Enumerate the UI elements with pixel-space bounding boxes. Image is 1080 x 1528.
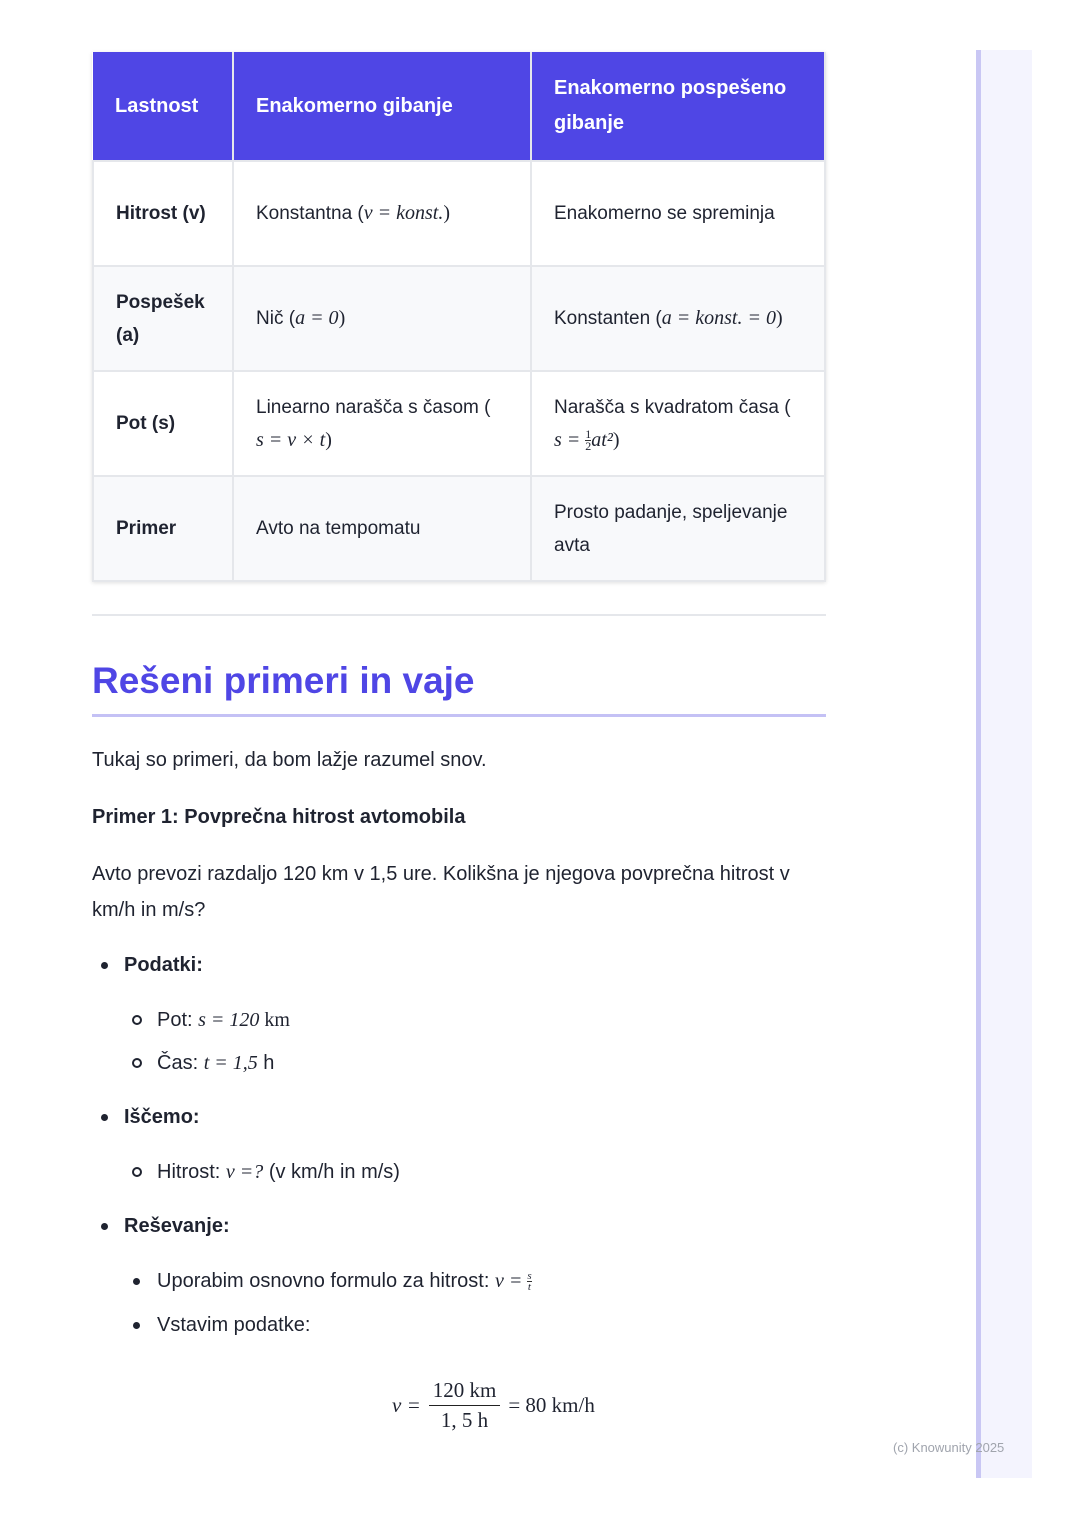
seek-label: Iščemo:: [124, 1106, 200, 1128]
list-item: Uporabim osnovno formulo za hitrost: v =…: [157, 1270, 532, 1294]
property-cell: Pospešek (a): [92, 265, 234, 372]
cell-text: ): [612, 428, 620, 451]
math: at²: [591, 428, 613, 451]
copyright-footer: (c) Knowunity 2025: [893, 1440, 1005, 1455]
cell-text: Nič (: [256, 308, 296, 329]
circle-bullet-icon: [132, 1058, 142, 1068]
section-heading: Rešeni primeri in vaje: [92, 660, 826, 717]
fraction: 120 km 1, 5 h: [428, 1378, 501, 1433]
circle-bullet-icon: [132, 1167, 142, 1177]
cell-text: ): [338, 307, 346, 329]
cell-text: Konstantna (: [256, 203, 364, 224]
cell-text: ): [775, 307, 783, 329]
cell-text: ): [325, 428, 332, 451]
math: v = konst.: [363, 202, 444, 224]
header-cell: Enakomerno gibanje: [233, 52, 532, 161]
table-cell: Prosto padanje, speljevanje avta: [530, 475, 826, 582]
comparison-table: Lastnost Enakomerno gibanje Enakomerno p…: [92, 52, 826, 582]
bullet-icon: [133, 1322, 140, 1329]
property-cell: Primer: [92, 475, 234, 582]
list-item: Čas: t = 1,5 h: [157, 1052, 275, 1074]
math: a = konst. = 0: [661, 307, 776, 329]
cell-text: ): [443, 202, 451, 224]
table-row: Pot (s) Linearno narašča s časom ( s = v …: [92, 370, 826, 477]
table-row: Pospešek (a) Nič (a = 0) Konstanten (a =…: [92, 265, 826, 372]
table-header-row: Lastnost Enakomerno gibanje Enakomerno p…: [93, 52, 826, 161]
table-cell: Avto na tempomatu: [232, 475, 532, 582]
circle-bullet-icon: [132, 1015, 142, 1025]
math: s = v × t: [256, 428, 326, 451]
property-cell: Pot (s): [92, 370, 234, 477]
table-row: Primer Avto na tempomatu Prosto padanje,…: [92, 475, 826, 582]
cell-text: Narašča s kvadratom časa (: [554, 396, 791, 418]
bullet-icon: [101, 1223, 108, 1230]
example-title: Primer 1: Povprečna hitrost avtomobila: [92, 806, 466, 828]
math: a = 0: [295, 307, 339, 329]
table-cell: Narašča s kvadratom časa ( s = 1 2 at²): [530, 370, 826, 477]
list-item: Vstavim podatke:: [157, 1314, 311, 1336]
math: s =: [554, 428, 586, 451]
solve-label: Reševanje:: [124, 1215, 230, 1237]
intro-text: Tukaj so primeri, da bom lažje razumel s…: [92, 749, 487, 771]
table-cell: Konstanten (a = konst. = 0): [530, 265, 826, 372]
sidebar-panel: [976, 50, 1032, 1478]
table-cell: Enakomerno se spreminja: [530, 160, 826, 267]
property-cell: Hitrost (v): [92, 160, 234, 267]
data-label: Podatki:: [124, 954, 203, 976]
cell-text: Linearno narašča s časom (: [256, 396, 491, 418]
table-cell: Linearno narašča s časom ( s = v × t): [232, 370, 532, 477]
header-cell: Enakomerno pospešeno gibanje: [531, 52, 826, 161]
cell-text: Konstanten (: [554, 308, 662, 329]
header-cell: Lastnost: [93, 52, 234, 161]
table-row: Hitrost (v) Konstantna (v = konst.) Enak…: [92, 160, 826, 267]
bullet-icon: [101, 1114, 108, 1121]
bullet-icon: [101, 962, 108, 969]
list-item: Hitrost: v =? (v km/h in m/s): [157, 1161, 400, 1183]
table-cell: Konstantna (v = konst.): [232, 160, 532, 267]
list-item: Pot: s = 120 km: [157, 1009, 290, 1031]
divider: [92, 614, 826, 616]
table-cell: Nič (a = 0): [232, 265, 532, 372]
equation: v = 120 km 1, 5 h = 80 km/h: [392, 1378, 595, 1433]
bullet-icon: [133, 1278, 140, 1285]
problem-text: Avto prevozi razdaljo 120 km v 1,5 ure. …: [92, 863, 790, 921]
